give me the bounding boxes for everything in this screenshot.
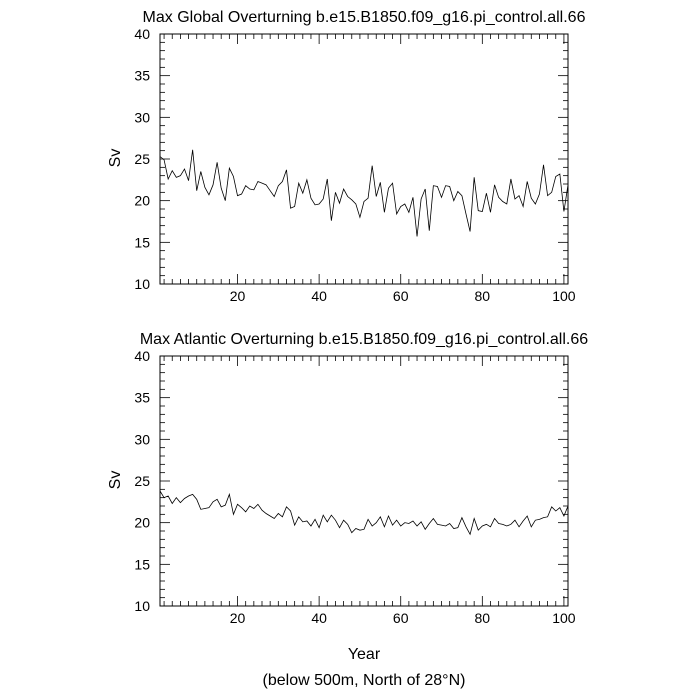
global-chart-title: Max Global Overturning b.e15.B1850.f09_g… — [143, 9, 586, 26]
atlantic-overturning-panel: Max Atlantic Overturning b.e15.B1850.f09… — [107, 331, 588, 663]
x-axis-label: Year — [348, 646, 381, 663]
atlantic-y-axis-label: Sv — [107, 471, 124, 490]
atlantic-y-tick-label: 25 — [134, 473, 150, 489]
global-x-tick-label: 60 — [393, 288, 409, 304]
global-y-axis-label: Sv — [107, 149, 124, 168]
global-overturning-line — [159, 149, 569, 237]
atlantic-chart-title: Max Atlantic Overturning b.e15.B1850.f09… — [140, 331, 588, 348]
footer-note: (below 500m, North of 28°N) — [263, 672, 466, 689]
global-x-tick-label: 40 — [311, 288, 327, 304]
atlantic-overturning-line — [159, 490, 569, 536]
global-y-tick-label: 15 — [134, 234, 150, 250]
atlantic-tick-labels: 20 40 60 80 100 10 15 20 25 30 35 40 — [134, 348, 575, 626]
global-overturning-panel: Max Global Overturning b.e15.B1850.f09_g… — [107, 9, 586, 304]
atlantic-x-tick-label: 80 — [475, 610, 491, 626]
global-y-tick-label: 30 — [134, 109, 150, 125]
global-plot-frame — [159, 33, 569, 285]
global-axis-ticks — [160, 33, 568, 285]
atlantic-x-tick-label: 100 — [552, 610, 576, 626]
atlantic-y-tick-label: 35 — [134, 390, 150, 406]
atlantic-y-tick-label: 20 — [134, 515, 150, 531]
global-tick-labels: 20 40 60 80 100 10 15 20 25 30 35 40 — [134, 26, 575, 304]
global-y-tick-label: 10 — [134, 276, 150, 292]
atlantic-axis-ticks — [160, 355, 568, 607]
atlantic-y-tick-label: 30 — [134, 431, 150, 447]
atlantic-x-tick-label: 40 — [311, 610, 327, 626]
global-x-tick-label: 80 — [475, 288, 491, 304]
atlantic-y-tick-label: 15 — [134, 556, 150, 572]
global-y-tick-label: 35 — [134, 68, 150, 84]
atlantic-y-tick-label: 10 — [134, 598, 150, 614]
atlantic-y-tick-label: 40 — [134, 348, 150, 364]
global-x-tick-label: 20 — [230, 288, 246, 304]
atlantic-x-tick-label: 60 — [393, 610, 409, 626]
global-y-tick-label: 25 — [134, 151, 150, 167]
global-y-tick-label: 20 — [134, 193, 150, 209]
atlantic-plot-frame — [159, 355, 569, 607]
atlantic-x-tick-label: 20 — [230, 610, 246, 626]
global-y-tick-label: 40 — [134, 26, 150, 42]
global-x-tick-label: 100 — [552, 288, 576, 304]
